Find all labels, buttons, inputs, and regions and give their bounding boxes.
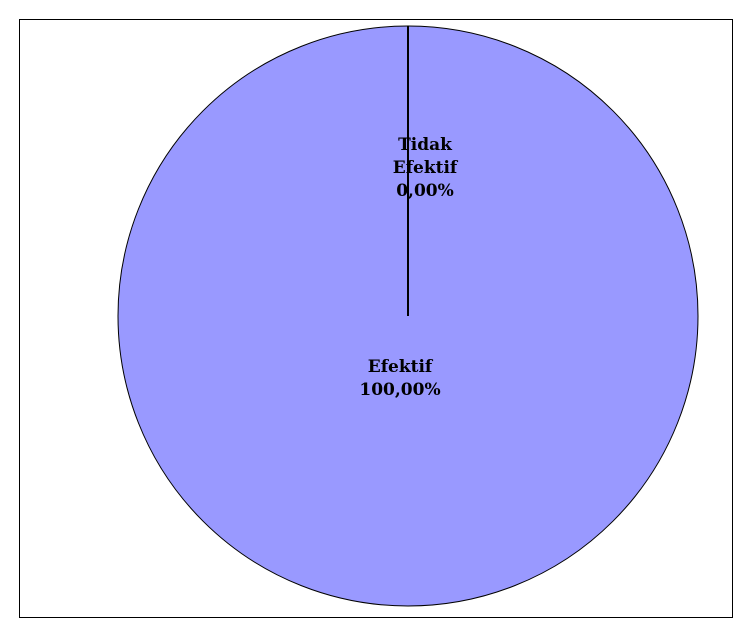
slice-name-line: Efektif: [368, 357, 434, 377]
slice-label-0: Tidak Efektif 0,00%: [393, 135, 459, 201]
slice-percent-label: 100,00%: [359, 380, 440, 400]
slice-name-line: Efektif: [393, 158, 459, 178]
slice-name-line: Tidak: [398, 135, 453, 155]
slice-label-1: Efektif 100,00%: [359, 357, 440, 400]
pie-labels: Tidak Efektif 0,00% Efektif 100,00%: [359, 135, 459, 400]
pie-slices: [117, 25, 699, 607]
slice-percent-label: 0,00%: [396, 181, 454, 201]
